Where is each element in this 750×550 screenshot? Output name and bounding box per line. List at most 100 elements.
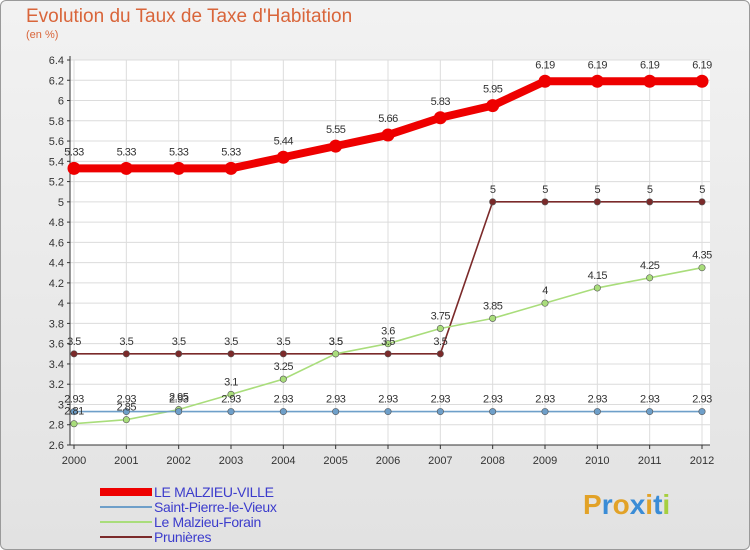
y-tick-label: 3.8 — [49, 318, 64, 330]
legend-swatch — [100, 535, 152, 538]
legend-item: Saint-Pierre-le-Vieux — [100, 498, 277, 515]
data-point — [541, 198, 549, 206]
data-label: 3.5 — [381, 336, 395, 348]
data-label: 2.93 — [640, 394, 660, 406]
data-label: 5.95 — [483, 84, 503, 96]
data-label: 5 — [647, 184, 653, 196]
data-point — [538, 74, 552, 88]
data-label: 5.83 — [431, 96, 451, 108]
series-lines — [67, 74, 709, 428]
data-point — [698, 264, 706, 272]
data-point — [486, 99, 500, 113]
chart-title: Evolution du Taux de Taxe d'Habitation — [26, 6, 353, 27]
x-tick-label: 2001 — [114, 455, 138, 467]
data-label: 2.93 — [274, 394, 294, 406]
data-label: 5 — [595, 184, 601, 196]
data-label: 2.93 — [378, 394, 398, 406]
data-label: 2.93 — [431, 394, 451, 406]
y-tick-label: 4.6 — [49, 237, 64, 249]
data-label: 6.19 — [535, 59, 555, 71]
y-tick-label: 6 — [58, 96, 64, 108]
data-point — [332, 350, 340, 358]
legend-label: Saint-Pierre-le-Vieux — [154, 498, 277, 515]
data-label: 2.93 — [692, 394, 712, 406]
data-label: 3.25 — [274, 361, 294, 373]
logo-letter: r — [601, 489, 613, 520]
data-label: 2.81 — [64, 406, 84, 418]
data-label: 2.93 — [535, 394, 555, 406]
data-point — [119, 161, 133, 175]
x-tick-label: 2002 — [166, 455, 190, 467]
data-label: 3.5 — [119, 336, 133, 348]
y-tick-label: 4.2 — [49, 278, 64, 290]
data-point — [593, 408, 601, 416]
data-label: 3.5 — [172, 336, 186, 348]
y-tick-label: 2.6 — [49, 440, 64, 452]
data-point — [332, 408, 340, 416]
data-point — [279, 375, 287, 383]
data-point — [276, 150, 290, 164]
data-label: 2.93 — [64, 394, 84, 406]
data-label: 3.85 — [483, 300, 503, 312]
unit-label: (en %) — [26, 29, 59, 41]
y-tick-label: 4 — [58, 298, 64, 310]
x-tick-label: 2003 — [219, 455, 243, 467]
legend-item: Prunières — [100, 529, 277, 545]
y-tick-label: 5.6 — [49, 136, 64, 148]
data-point — [541, 408, 549, 416]
legend-label: LE MALZIEU-VILLE — [154, 483, 274, 500]
data-label: 5.33 — [117, 146, 137, 158]
data-point — [489, 198, 497, 206]
data-label: 3.5 — [433, 336, 447, 348]
y-tick-label: 3.4 — [49, 359, 64, 371]
x-tick-label: 2009 — [533, 455, 557, 467]
data-label: 5.33 — [221, 146, 241, 158]
data-point — [384, 340, 392, 348]
y-tick-label: 3.6 — [49, 339, 64, 351]
x-tick-label: 2012 — [690, 455, 714, 467]
data-point — [489, 314, 497, 322]
legend: LE MALZIEU-VILLE Saint-Pierre-le-Vieux L… — [100, 483, 277, 545]
y-tick-label: 5 — [58, 197, 64, 209]
x-tick-label: 2006 — [376, 455, 400, 467]
data-point — [122, 416, 130, 424]
data-point — [646, 198, 654, 206]
data-label: 4.35 — [692, 250, 712, 262]
data-point — [279, 408, 287, 416]
y-tick-label: 3 — [58, 399, 64, 411]
data-label: 5.66 — [378, 113, 398, 125]
data-point — [381, 128, 395, 142]
logo-letter: x — [629, 489, 646, 520]
x-tick-label: 2004 — [271, 455, 295, 467]
data-label: 3.5 — [329, 336, 343, 348]
data-label: 6.19 — [692, 59, 712, 71]
x-tick-label: 2008 — [480, 455, 504, 467]
data-label: 3.5 — [276, 336, 290, 348]
data-point — [695, 74, 709, 88]
data-point — [541, 299, 549, 307]
x-tick-label: 2010 — [585, 455, 609, 467]
data-label: 2.93 — [326, 394, 346, 406]
proxiti-logo: Proxiti — [583, 489, 670, 521]
data-label: 2.95 — [169, 392, 189, 404]
data-point — [227, 408, 235, 416]
legend-item: LE MALZIEU-VILLE — [100, 483, 277, 500]
y-tick-label: 4.8 — [49, 217, 64, 229]
y-tick-label: 5.4 — [49, 156, 64, 168]
data-point — [489, 408, 497, 416]
data-point — [590, 74, 604, 88]
data-label: 2.93 — [117, 394, 137, 406]
y-tick-label: 4.4 — [49, 258, 64, 270]
data-point — [70, 420, 78, 428]
data-point — [70, 408, 78, 416]
data-label: 3.5 — [67, 336, 81, 348]
x-tick-label: 2007 — [428, 455, 452, 467]
axes: 2.62.833.23.43.63.844.24.44.64.855.25.45… — [49, 55, 715, 467]
data-label: 6.19 — [640, 59, 660, 71]
data-point — [433, 111, 447, 125]
plot-background — [70, 60, 710, 445]
data-label: 5 — [699, 184, 705, 196]
data-point — [122, 408, 130, 416]
data-label: 5.55 — [326, 124, 346, 136]
data-label: 3.6 — [381, 326, 395, 338]
